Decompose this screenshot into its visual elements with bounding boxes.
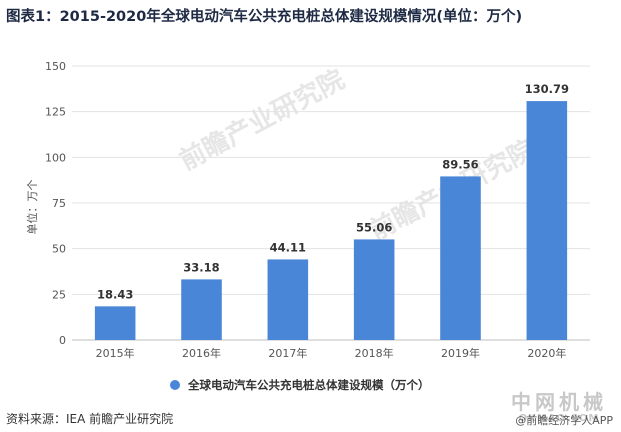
bar: [353, 239, 395, 340]
y-tick-label: 75: [52, 197, 66, 210]
site-watermark-en: OKMAO.COM: [518, 413, 600, 424]
legend-label: 全球电动汽车公共充电桩总体建设规模（万个）: [187, 378, 430, 392]
x-tick-label: 2020年: [527, 346, 566, 360]
data-label: 44.11: [270, 240, 306, 254]
x-tick-label: 2018年: [355, 346, 394, 360]
site-watermark: 中网机械 OKMAO.COM: [511, 386, 607, 424]
y-tick-label: 150: [45, 60, 66, 73]
x-tick-label: 2015年: [96, 346, 135, 360]
credit-note: @前瞻经济学人APP: [515, 414, 613, 427]
x-tick-label: 2016年: [182, 346, 221, 360]
source-note: 资料来源：IEA 前瞻产业研究院: [6, 412, 174, 426]
bar: [94, 306, 136, 340]
chart-title: 图表1：2015-2020年全球电动汽车公共充电桩总体建设规模情况(单位：万个): [6, 9, 523, 25]
y-tick-label: 25: [52, 288, 66, 301]
data-label: 18.43: [97, 287, 133, 301]
bar: [526, 101, 568, 340]
x-tick-label: 2017年: [268, 346, 307, 360]
site-watermark-cn: 中网机械: [511, 390, 607, 414]
bar: [440, 176, 481, 340]
bar: [181, 279, 222, 340]
y-tick-label: 125: [45, 106, 66, 119]
x-tick-label: 2019年: [441, 346, 480, 360]
legend-marker: [170, 380, 180, 390]
data-label: 89.56: [442, 157, 478, 171]
y-tick-label: 100: [45, 151, 66, 164]
data-label: 33.18: [183, 260, 219, 274]
data-label: 55.06: [356, 220, 392, 234]
y-axis-label: 单位：万个: [25, 180, 39, 235]
bar: [267, 259, 309, 340]
y-tick-label: 0: [59, 334, 66, 347]
data-label: 130.79: [525, 82, 569, 96]
y-tick-label: 50: [52, 243, 66, 256]
